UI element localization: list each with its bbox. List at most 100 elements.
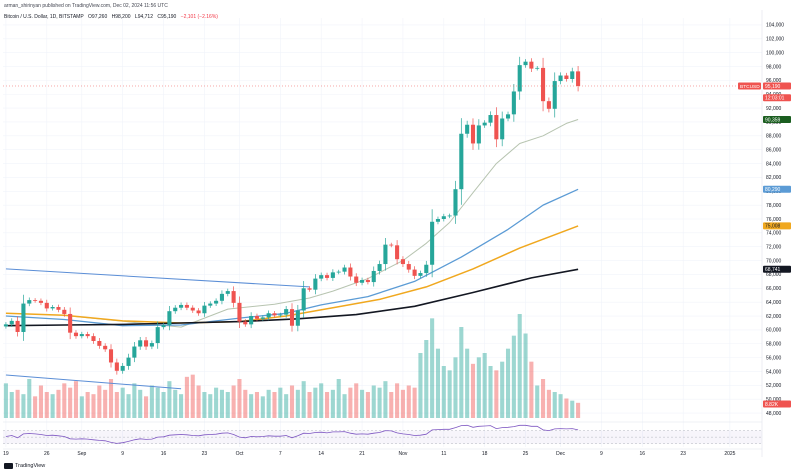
candle [476, 125, 481, 144]
candle [219, 293, 224, 301]
candle [470, 124, 476, 144]
candle [494, 115, 499, 140]
candle [371, 270, 376, 283]
price-tick-label: 64,000 [766, 300, 782, 306]
volume-bar [441, 366, 446, 418]
volume-bar [330, 389, 335, 418]
candle [289, 309, 295, 326]
volume-bar [313, 387, 318, 418]
trendline [5, 268, 310, 288]
candle [435, 219, 441, 222]
candle [336, 271, 341, 273]
price-tick-label: 50,000 [766, 397, 782, 403]
candle [21, 303, 26, 332]
candles [3, 56, 581, 375]
volume-bar [348, 387, 353, 418]
volume-bar [360, 389, 365, 418]
candle [319, 275, 324, 279]
volume-bar [97, 385, 102, 418]
volume-bar [523, 333, 528, 418]
volume-bar [85, 392, 90, 418]
volume-bar [494, 370, 499, 418]
time-tick-label: 23 [680, 451, 686, 457]
volume-bar [196, 385, 201, 418]
candle [307, 288, 312, 290]
volume-bar [435, 348, 441, 418]
volume-bar [120, 387, 125, 418]
time-tick-label: 26 [44, 451, 50, 457]
candle [44, 302, 49, 309]
candle [482, 122, 487, 126]
volume-bar [529, 361, 534, 418]
rsi-line [5, 424, 579, 444]
price-tick-label: 100,000 [766, 50, 784, 56]
candle [360, 279, 365, 283]
candle [202, 305, 207, 314]
volume-bar [272, 392, 277, 418]
volume-bar [33, 396, 38, 418]
rsi-band [3, 430, 762, 444]
candle [79, 334, 84, 337]
volume-bar [453, 357, 458, 418]
candle [564, 75, 569, 79]
volume-bar [138, 389, 143, 418]
tradingview-logo[interactable]: TradingView [4, 463, 45, 469]
volume-bar [79, 396, 84, 418]
volume-bar [249, 394, 254, 418]
volume-bar [400, 389, 405, 418]
candle [149, 343, 154, 347]
volume-bar [517, 314, 522, 418]
volume-bar [278, 387, 283, 418]
volume-bar [149, 385, 154, 418]
candle [330, 272, 335, 278]
volume-bar [208, 394, 213, 418]
volume-bar [301, 381, 306, 418]
ma-fast-label-bg [763, 115, 791, 123]
candle [541, 67, 546, 102]
volume-label-bg [763, 400, 791, 408]
candle [167, 311, 172, 326]
ohlc-high: H98,200 [111, 14, 131, 20]
volume-bar [266, 389, 271, 418]
candle [73, 332, 79, 337]
candle [412, 269, 417, 276]
volume-bar [377, 387, 382, 418]
volume-bar [307, 392, 312, 418]
price-tick-label: 82,000 [766, 175, 782, 181]
price-tick-label: 48,000 [766, 411, 782, 417]
volume-bar [511, 335, 516, 418]
ma-mid-label-bg [763, 185, 791, 193]
volume-bar [324, 392, 330, 418]
symbol-title[interactable]: Bitcoin / U.S. Dollar, 1D, BITSTAMP [4, 14, 84, 20]
volume-bar [173, 389, 178, 418]
volume-bar [161, 392, 166, 418]
volume-bar [260, 396, 265, 418]
volume-bar [418, 353, 423, 418]
candle [9, 320, 14, 325]
candle [365, 279, 370, 283]
volume-bar [395, 383, 400, 418]
price-tick-label: 58,000 [766, 342, 782, 348]
volume-bar [500, 361, 505, 418]
volume-bar [459, 327, 464, 418]
candle [313, 278, 318, 290]
candle [3, 324, 8, 327]
candle [395, 245, 400, 260]
candle [196, 310, 201, 314]
price-tick-label: 74,000 [766, 231, 782, 237]
volume-bar [371, 385, 376, 418]
candle [108, 349, 114, 363]
price-axis: 48,000 50,000 52,000 54,000 56,000 58,000 60,0… [3, 10, 784, 457]
volume-bar [430, 318, 435, 418]
countdown-label: 12:03:01 [765, 96, 785, 102]
candle [190, 307, 195, 311]
volume-bar [179, 394, 184, 418]
time-tick-label: 14 [318, 451, 324, 457]
volume-bar [476, 357, 481, 418]
ma-slow-label-bg [763, 222, 791, 230]
candle [459, 133, 464, 190]
volume-bar [190, 374, 195, 418]
publisher-line: arman_shirinyan published on TradingView… [4, 3, 168, 9]
time-tick-label: 19 [3, 451, 9, 457]
